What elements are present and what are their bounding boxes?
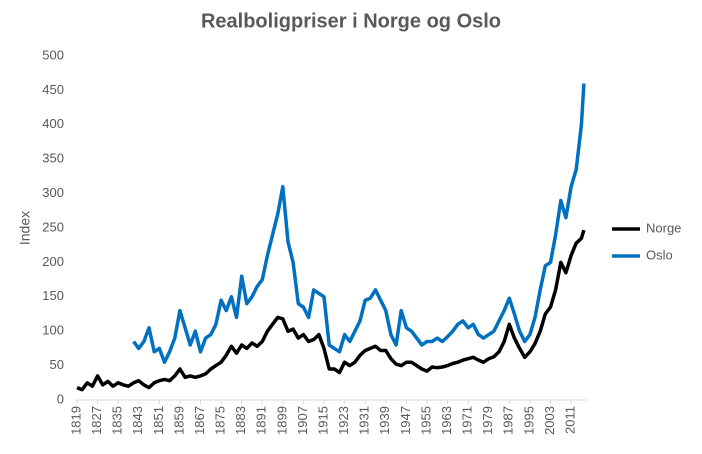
x-tick-label: 1931 bbox=[357, 406, 372, 435]
y-tick-label: 50 bbox=[50, 357, 64, 372]
y-tick-label: 450 bbox=[42, 82, 64, 97]
x-tick-label: 1939 bbox=[377, 406, 392, 435]
y-tick-label: 100 bbox=[42, 323, 64, 338]
legend-label: Oslo bbox=[646, 247, 673, 262]
x-tick-label: 1867 bbox=[192, 406, 207, 435]
legend-label: Norge bbox=[646, 220, 681, 235]
x-tick-label: 1851 bbox=[151, 406, 166, 435]
y-tick-label: 350 bbox=[42, 151, 64, 166]
y-axis-label: Index bbox=[17, 211, 33, 245]
y-tick-label: 200 bbox=[42, 254, 64, 269]
x-tick-label: 1971 bbox=[460, 406, 475, 435]
x-tick-label: 1843 bbox=[130, 406, 145, 435]
x-tick-label: 1979 bbox=[480, 406, 495, 435]
y-tick-label: 400 bbox=[42, 116, 64, 131]
x-tick-label: 1963 bbox=[439, 406, 454, 435]
x-tick-label: 1947 bbox=[398, 406, 413, 435]
y-tick-label: 0 bbox=[57, 391, 64, 406]
x-tick-label: 1875 bbox=[213, 406, 228, 435]
x-tick-label: 1859 bbox=[171, 406, 186, 435]
x-tick-label: 1883 bbox=[233, 406, 248, 435]
y-tick-label: 500 bbox=[42, 47, 64, 62]
x-tick-label: 2003 bbox=[542, 406, 557, 435]
x-tick-label: 1819 bbox=[68, 406, 83, 435]
series-line bbox=[132, 83, 586, 364]
x-tick-label: 1995 bbox=[521, 406, 536, 435]
x-tick-label: 1835 bbox=[110, 406, 125, 435]
x-tick-label: 1923 bbox=[336, 406, 351, 435]
x-tick-label: 2011 bbox=[562, 406, 577, 434]
x-tick-label: 1915 bbox=[315, 406, 330, 435]
x-tick-label: 1891 bbox=[254, 406, 269, 435]
x-tick-label: 1827 bbox=[89, 406, 104, 435]
x-tick-label: 1907 bbox=[295, 406, 310, 435]
x-tick-label: 1955 bbox=[418, 406, 433, 435]
y-tick-label: 250 bbox=[42, 219, 64, 234]
chart-title: Realboligpriser i Norge og Oslo bbox=[201, 10, 501, 32]
x-tick-label: 1987 bbox=[501, 406, 516, 435]
y-tick-label: 150 bbox=[42, 288, 64, 303]
series-line bbox=[76, 229, 586, 392]
y-tick-label: 300 bbox=[42, 185, 64, 200]
x-tick-label: 1899 bbox=[274, 406, 289, 435]
